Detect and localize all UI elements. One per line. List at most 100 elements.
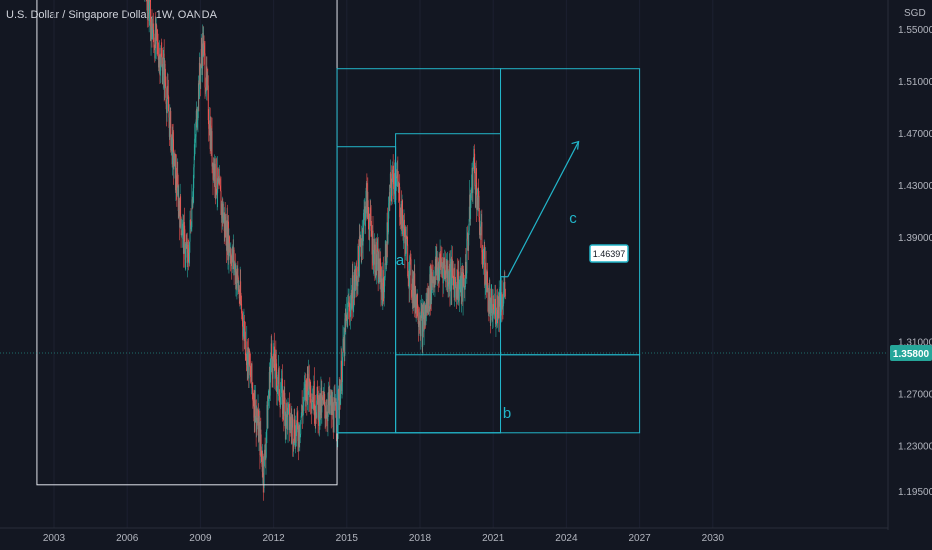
candle-body <box>180 217 182 236</box>
candle-body <box>287 407 289 430</box>
candle-body <box>224 216 226 232</box>
candle-body <box>278 367 280 396</box>
candle-body <box>310 402 312 404</box>
candle-body <box>375 241 377 270</box>
candle-body <box>229 251 231 258</box>
candle-body <box>491 295 493 321</box>
candle-body <box>228 236 230 260</box>
candle-body <box>167 95 169 112</box>
candle-body <box>495 298 496 324</box>
candle-body <box>311 400 313 409</box>
candle-body <box>202 33 204 56</box>
candle-body <box>298 425 300 447</box>
candle-body <box>210 125 212 152</box>
candle-body <box>276 387 278 392</box>
candle-body <box>481 222 483 253</box>
candle-body <box>474 165 476 187</box>
candle-body <box>266 430 267 444</box>
candle-body <box>297 441 299 447</box>
candle-body <box>275 359 277 378</box>
candle-body <box>279 401 281 408</box>
candle-body <box>462 272 464 302</box>
candle-body <box>449 264 451 292</box>
candle-body <box>163 53 165 88</box>
candle-body <box>486 271 488 293</box>
candle-body <box>288 404 289 408</box>
candle-body <box>399 186 401 218</box>
candle-body <box>156 29 158 41</box>
candle-body <box>290 416 292 424</box>
candle-body <box>483 256 485 259</box>
candle-body <box>238 289 240 290</box>
candle-body <box>213 163 215 177</box>
candle-body <box>495 318 497 323</box>
candle-body <box>372 230 373 255</box>
candle-body <box>274 370 276 379</box>
candle-body <box>423 312 425 332</box>
candle-body <box>459 284 461 285</box>
candle-body <box>153 33 155 48</box>
candle-body <box>225 220 227 246</box>
candle-body <box>498 296 500 306</box>
candle-body <box>363 212 365 233</box>
candle-body <box>169 114 171 137</box>
candle-body <box>359 236 361 243</box>
candle-body <box>190 220 191 222</box>
candle-body <box>373 249 375 265</box>
candle-body <box>182 224 183 236</box>
candle-body <box>295 425 297 437</box>
candle-body <box>224 216 226 232</box>
projection-arrow <box>500 140 580 278</box>
candle-body <box>407 276 409 279</box>
candle-body <box>290 423 292 430</box>
candle-body <box>365 183 367 191</box>
candle-body <box>479 216 480 235</box>
candle-body <box>164 63 166 83</box>
candle-body <box>273 346 275 371</box>
candle-body <box>411 290 412 295</box>
candle-body <box>327 391 329 405</box>
candle-body <box>220 203 222 216</box>
candle-body <box>151 19 153 40</box>
candle-body <box>484 245 486 286</box>
price-callout[interactable]: 1.46397 <box>589 244 629 263</box>
candle-body <box>367 209 369 215</box>
candle-body <box>496 295 498 319</box>
candle-body <box>197 109 199 121</box>
wave-label-a: a <box>396 252 405 269</box>
candle-body <box>448 282 450 285</box>
candle-body <box>350 303 351 318</box>
candle-body <box>334 401 336 403</box>
y-tick-label: 1.51000 <box>898 77 932 88</box>
candle-body <box>431 272 433 301</box>
candle-body <box>458 271 460 301</box>
candle-body <box>227 221 229 256</box>
candle-body <box>185 245 187 258</box>
candle-body <box>204 45 205 54</box>
candle-body <box>289 416 291 427</box>
candle-body <box>319 393 321 418</box>
candle-body <box>372 230 374 266</box>
candle-body <box>369 207 371 223</box>
candle-body <box>273 353 274 362</box>
candle-body <box>300 415 302 421</box>
candle-body <box>150 0 152 41</box>
candle-body <box>262 456 264 472</box>
candle-body <box>281 378 283 414</box>
candle-body <box>288 404 290 405</box>
candle-body <box>383 286 385 299</box>
candle-body <box>387 232 389 244</box>
candle-body <box>365 190 367 214</box>
candle-body <box>352 275 354 311</box>
candle-body <box>296 412 298 424</box>
candle-body <box>305 380 307 401</box>
candle-body <box>263 456 265 488</box>
candle-body <box>299 434 301 436</box>
candle-body <box>445 269 447 283</box>
candle-body <box>327 404 329 422</box>
candle-body <box>216 192 218 196</box>
annotation-boxes <box>36 0 641 486</box>
candle-body <box>186 245 188 247</box>
candle-body <box>175 167 177 189</box>
